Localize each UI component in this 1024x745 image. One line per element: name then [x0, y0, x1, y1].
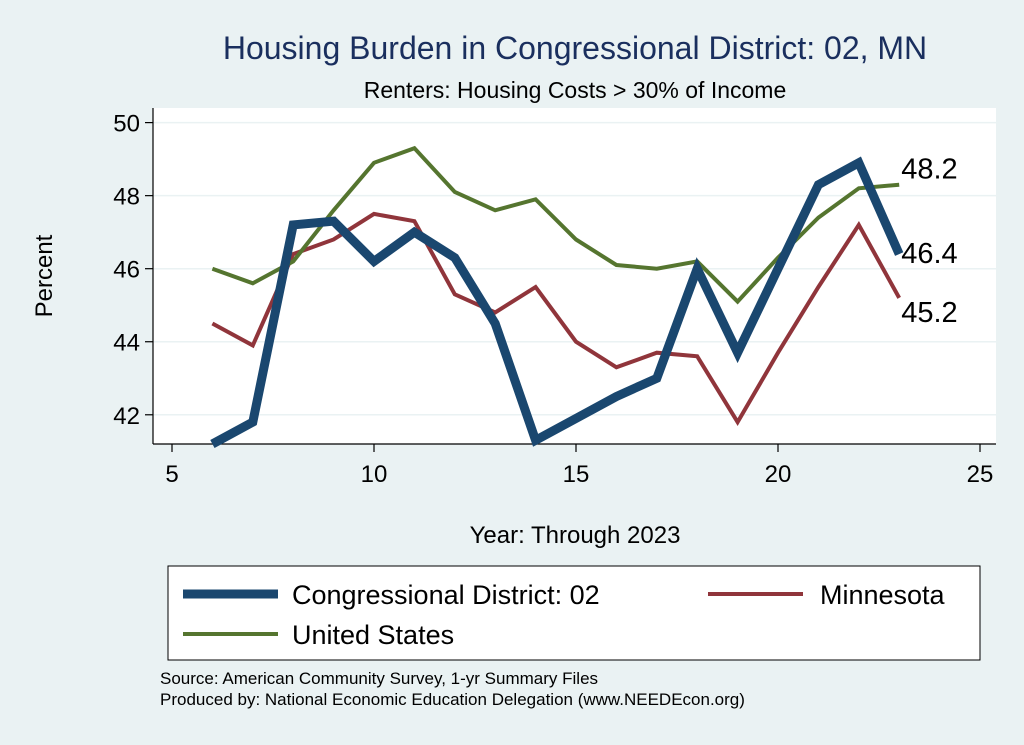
series-line-0 [210, 156, 904, 448]
source-note: Source: American Community Survey, 1-yr … [160, 669, 598, 688]
y-tick-label: 50 [113, 111, 140, 138]
end-labels: 45.2 48.2 46.4 [901, 154, 957, 329]
end-label-2: 48.2 [901, 154, 957, 186]
x-tick-label: 25 [967, 461, 994, 488]
y-axis-title: Percent [31, 234, 58, 317]
x-tick-label: 10 [361, 461, 388, 488]
x-tick-label: 15 [563, 461, 590, 488]
y-tick-label: 42 [113, 403, 140, 430]
y-tick-label: 48 [113, 184, 140, 211]
legend-label-0: Congressional District: 02 [292, 580, 600, 610]
x-tick-label: 5 [165, 461, 178, 488]
series-layer [210, 145, 904, 448]
legend: Congressional District: 02 Minnesota Unite… [183, 580, 946, 650]
chart-subtitle: Renters: Housing Costs > 30% of Income [364, 77, 787, 103]
legend-box [167, 565, 981, 661]
y-tick-label: 46 [113, 257, 140, 284]
legend-label-2: United States [292, 620, 454, 650]
x-axis-ticks: 5 10 15 20 25 [165, 444, 993, 488]
chart-title: Housing Burden in Congressional District… [223, 30, 927, 66]
y-tick-label: 44 [113, 330, 140, 357]
x-tick-label: 20 [765, 461, 792, 488]
series-line-1 [211, 211, 901, 426]
x-axis-title: Year: Through 2023 [470, 522, 681, 549]
legend-label-1: Minnesota [820, 580, 946, 610]
produced-note: Produced by: National Economic Education… [160, 690, 745, 709]
end-label-1: 45.2 [901, 297, 957, 329]
y-axis-ticks: 42 44 46 48 50 [113, 111, 153, 430]
end-label-0: 46.4 [901, 238, 957, 270]
